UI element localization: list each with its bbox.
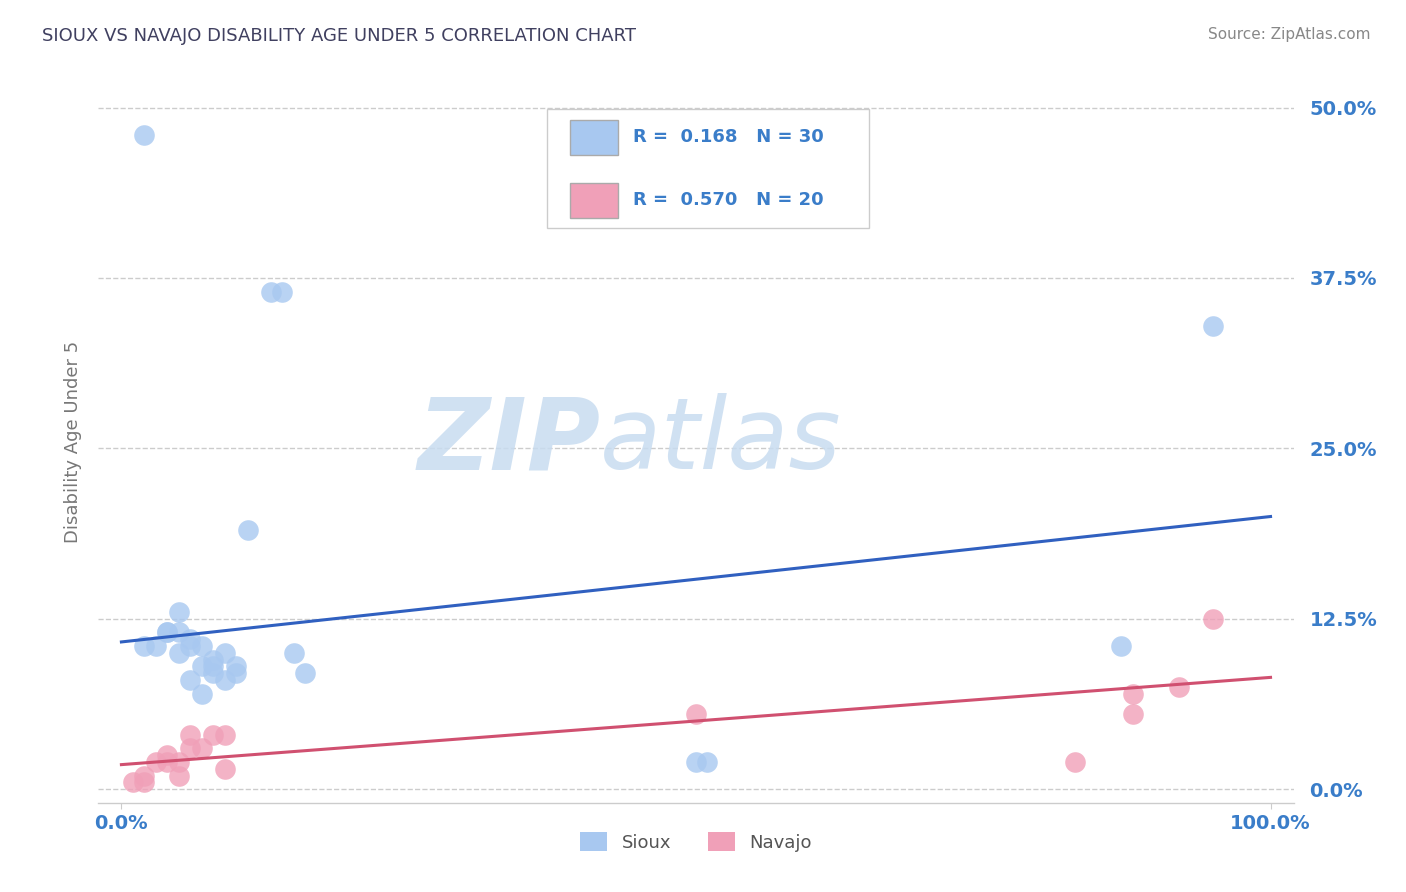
Point xyxy=(202,653,225,667)
Point xyxy=(134,639,156,653)
Point xyxy=(167,755,190,769)
Point xyxy=(1202,612,1225,626)
Legend: Sioux, Navajo: Sioux, Navajo xyxy=(574,825,818,859)
Point xyxy=(214,728,236,742)
Point xyxy=(236,523,259,537)
Point xyxy=(191,659,214,673)
Point xyxy=(214,673,236,687)
Point xyxy=(696,755,718,769)
Point xyxy=(225,666,247,681)
Y-axis label: Disability Age Under 5: Disability Age Under 5 xyxy=(63,341,82,542)
Point xyxy=(156,748,179,763)
Point xyxy=(156,625,179,640)
Point xyxy=(156,755,179,769)
Point xyxy=(145,639,167,653)
Point xyxy=(685,755,707,769)
Point xyxy=(191,639,214,653)
Point xyxy=(283,646,305,660)
Point xyxy=(179,632,201,647)
Point xyxy=(167,605,190,619)
Point xyxy=(179,673,201,687)
FancyBboxPatch shape xyxy=(571,120,619,154)
Point xyxy=(202,728,225,742)
Point xyxy=(122,775,145,789)
Point xyxy=(134,768,156,782)
Point xyxy=(191,687,214,701)
FancyBboxPatch shape xyxy=(547,109,869,228)
Point xyxy=(1202,318,1225,333)
Point xyxy=(134,775,156,789)
Point xyxy=(179,728,201,742)
Point xyxy=(1064,755,1087,769)
Point xyxy=(1122,687,1144,701)
Text: SIOUX VS NAVAJO DISABILITY AGE UNDER 5 CORRELATION CHART: SIOUX VS NAVAJO DISABILITY AGE UNDER 5 C… xyxy=(42,27,636,45)
Point xyxy=(167,625,190,640)
Text: R =  0.168   N = 30: R = 0.168 N = 30 xyxy=(633,128,824,146)
Point xyxy=(179,639,201,653)
Point xyxy=(179,741,201,756)
Point xyxy=(214,762,236,776)
Point xyxy=(202,659,225,673)
Point xyxy=(202,666,225,681)
Text: R =  0.570   N = 20: R = 0.570 N = 20 xyxy=(633,191,824,210)
Text: atlas: atlas xyxy=(600,393,842,490)
Point xyxy=(1109,639,1132,653)
Point xyxy=(1122,707,1144,722)
Point xyxy=(1167,680,1189,694)
Point xyxy=(260,285,283,299)
Point xyxy=(214,646,236,660)
Point xyxy=(294,666,316,681)
Text: ZIP: ZIP xyxy=(418,393,600,490)
Point xyxy=(134,128,156,142)
Point xyxy=(685,707,707,722)
Point xyxy=(191,741,214,756)
Text: Source: ZipAtlas.com: Source: ZipAtlas.com xyxy=(1208,27,1371,42)
Point xyxy=(156,625,179,640)
Point xyxy=(145,755,167,769)
Point xyxy=(167,646,190,660)
Point xyxy=(225,659,247,673)
Point xyxy=(167,768,190,782)
Point xyxy=(271,285,294,299)
FancyBboxPatch shape xyxy=(571,183,619,218)
